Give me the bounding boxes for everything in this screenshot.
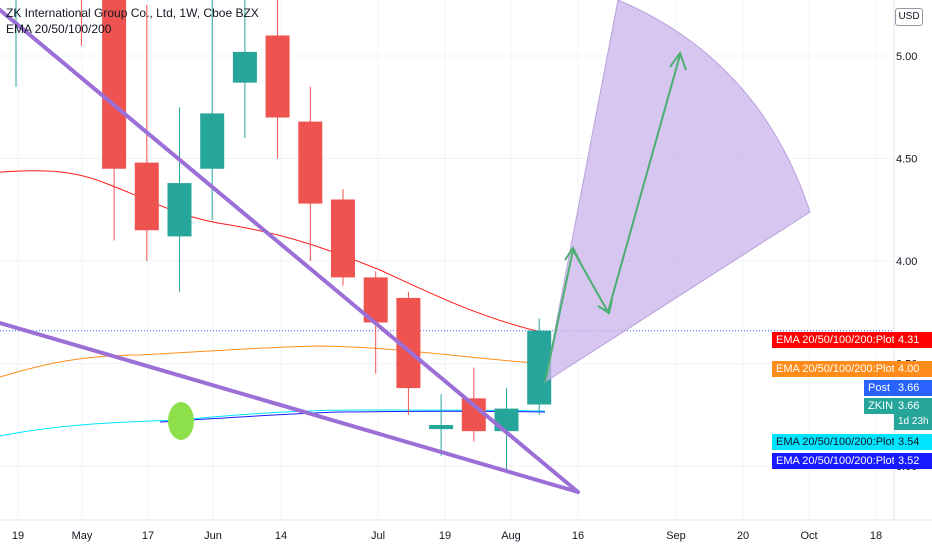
- candle-body: [429, 425, 454, 430]
- time-tick-label: 18: [870, 530, 882, 542]
- signal-marker: [168, 402, 194, 440]
- ema-line-1: [0, 170, 546, 334]
- candle-body: [232, 51, 257, 83]
- candle-body: [167, 183, 192, 237]
- price-tag-value: 3.66: [894, 398, 932, 414]
- price-tick-label: 5.00: [896, 51, 917, 63]
- candle-body: [134, 162, 159, 231]
- currency-badge[interactable]: USD: [895, 8, 923, 26]
- upper-trendline: [0, 8, 580, 494]
- time-tick-label: 19: [439, 530, 451, 542]
- price-tag-value: 4.31: [894, 332, 932, 348]
- time-tick-label: 20: [737, 530, 749, 542]
- price-tag-value: 3.66: [894, 380, 932, 396]
- time-tick-label: Sep: [666, 530, 686, 542]
- price-tag-value: 3.52: [894, 453, 932, 469]
- time-tick-label: Jul: [371, 530, 385, 542]
- price-tag[interactable]: EMA 20/50/100/200:Plot 4.00: [772, 361, 932, 377]
- price-tag[interactable]: Post 3.66: [864, 380, 932, 396]
- ema-line-3: [0, 409, 546, 437]
- price-tag[interactable]: EMA 20/50/100/200:Plot 4.31: [772, 332, 932, 348]
- price-tag-key: EMA 20/50/100/200:Plot: [772, 453, 895, 469]
- time-tick-label: Jun: [204, 530, 222, 542]
- candle-body: [200, 113, 225, 169]
- lower-trendline: [0, 321, 580, 494]
- ema-line-2: [0, 345, 546, 378]
- time-tick-label: 14: [275, 530, 287, 542]
- grid: [0, 0, 894, 520]
- projection-fan: [544, 0, 811, 384]
- candle-body: [102, 0, 127, 169]
- time-tick-label: Oct: [800, 530, 817, 542]
- drawings: [0, 0, 811, 494]
- price-tag-key: EMA 20/50/100/200:Plot: [772, 434, 895, 450]
- indicator-title[interactable]: EMA 20/50/100/200: [6, 22, 112, 36]
- price-tag[interactable]: EMA 20/50/100/200:Plot 3.54: [772, 434, 932, 450]
- time-tick-label: 19: [12, 530, 24, 542]
- candle-body: [265, 35, 290, 118]
- arrow-head-2: [597, 299, 613, 315]
- price-tag-key: ZKIN: [864, 398, 894, 414]
- price-tag[interactable]: EMA 20/50/100/200:Plot 3.52: [772, 453, 932, 469]
- time-tick-label: 17: [142, 530, 154, 542]
- price-tag-key: Post: [864, 380, 894, 396]
- price-tag[interactable]: ZKIN 3.66 1d 23h: [864, 398, 932, 430]
- price-tick-label: 4.50: [896, 154, 917, 166]
- ema-lines: [0, 170, 894, 437]
- time-tick-label: 16: [572, 530, 584, 542]
- price-tag-value: 3.54: [894, 434, 932, 450]
- chart-legend: ZK International Group Co., Ltd, 1W, Cbo…: [6, 5, 259, 37]
- time-tick-label: May: [72, 530, 93, 542]
- price-tag-key: EMA 20/50/100/200:Plot: [772, 332, 895, 348]
- time-tick-label: Aug: [501, 530, 521, 542]
- price-tag-value: 4.00: [894, 361, 932, 377]
- symbol-title[interactable]: ZK International Group Co., Ltd, 1W, Cbo…: [6, 6, 259, 20]
- candle-body: [298, 121, 323, 204]
- projection-arrow: [544, 54, 681, 383]
- arrow-head-1: [564, 246, 581, 263]
- candle-body: [331, 199, 355, 278]
- price-tick-label: 4.00: [896, 256, 917, 268]
- price-tag-key: EMA 20/50/100/200:Plot: [772, 361, 895, 377]
- arrow-head-3: [669, 50, 687, 71]
- countdown-label: 1d 23h: [894, 414, 932, 430]
- time-axis[interactable]: 19 May 17 Jun 14 Jul 19 Aug 16 Sep 20 Oct 18: [0, 519, 932, 542]
- ema-line-4: [159, 410, 546, 423]
